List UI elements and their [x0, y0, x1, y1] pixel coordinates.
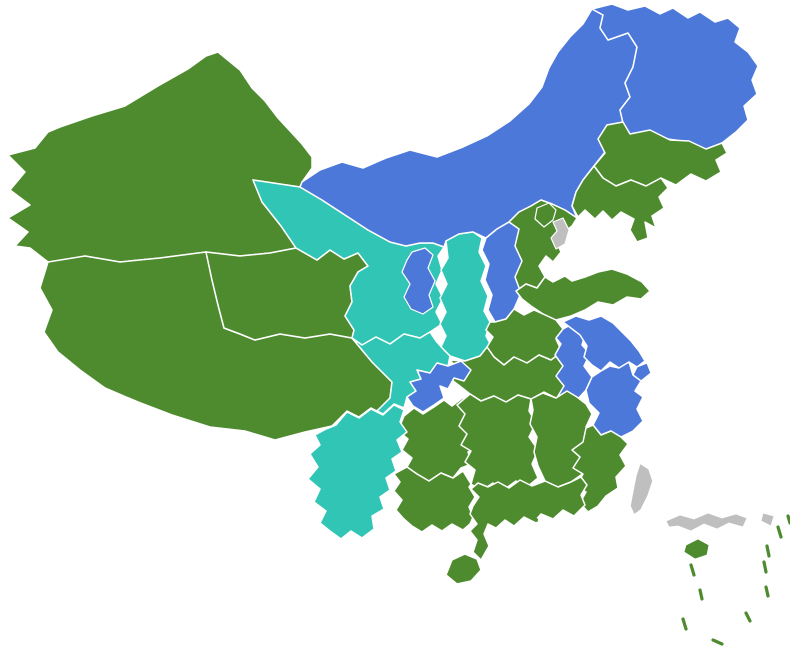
province-hainan[interactable] — [445, 553, 482, 585]
province-taiwan[interactable] — [629, 462, 654, 516]
inset-taiwan-tip — [760, 512, 775, 527]
province-ningxia[interactable] — [401, 247, 436, 315]
province-guangdong[interactable] — [469, 476, 588, 561]
province-beijing[interactable] — [534, 202, 557, 228]
province-chongqing[interactable] — [406, 360, 472, 413]
province-shandong[interactable] — [515, 268, 651, 321]
province-guangxi[interactable] — [393, 466, 476, 533]
province-xinjiang[interactable] — [7, 51, 313, 263]
province-zhejiang[interactable] — [585, 361, 644, 438]
province-hongkong[interactable] — [534, 518, 538, 522]
province-heilongjiang[interactable] — [591, 3, 759, 151]
province-tianjin[interactable] — [550, 217, 570, 250]
province-yunnan[interactable] — [307, 404, 408, 540]
province-fujian[interactable] — [571, 424, 629, 513]
province-shanxi[interactable] — [481, 221, 523, 323]
inset-coastline — [665, 512, 748, 532]
nine-dash-line — [681, 514, 790, 646]
province-qinghai[interactable] — [205, 247, 369, 341]
south-china-sea-inset — [665, 512, 790, 646]
province-liaoning[interactable] — [571, 165, 669, 243]
province-hunan[interactable] — [456, 393, 539, 492]
inset-hainan-island — [683, 538, 710, 560]
province-shanghai[interactable] — [632, 362, 652, 382]
